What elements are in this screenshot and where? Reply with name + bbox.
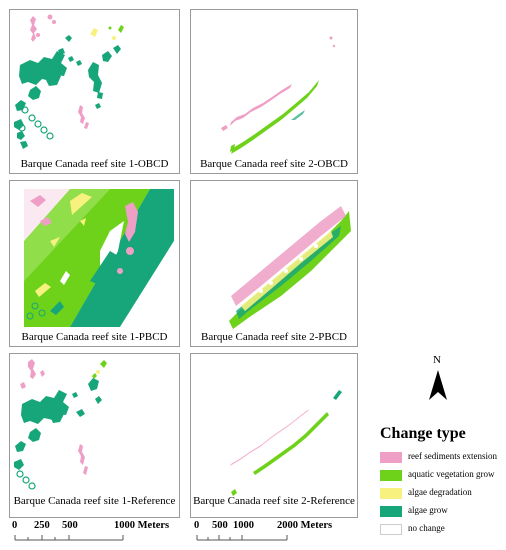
change-map-site2-reference bbox=[230, 390, 342, 496]
north-arrow-shape bbox=[429, 370, 447, 400]
legend-swatch bbox=[380, 524, 402, 535]
map-panel-site1-reference: Barque Canada reef site 1-Reference bbox=[9, 353, 180, 518]
legend-label: reef sediments extension bbox=[408, 451, 497, 461]
scale-tick-label: 250 bbox=[34, 520, 50, 531]
legend-item-aquatic-vegetation: aquatic vegetation grow bbox=[380, 469, 506, 483]
map-panel-site2-obcd: Barque Canada reef site 2-OBCD bbox=[190, 9, 358, 174]
legend-swatch bbox=[380, 488, 402, 499]
scale-tick-label: 0 bbox=[194, 520, 200, 531]
change-map-site1-pbcd bbox=[24, 189, 174, 327]
legend-swatch bbox=[380, 470, 402, 481]
scale-bar-graphic bbox=[14, 535, 124, 541]
panel-caption: Barque Canada reef site 2-Reference bbox=[193, 495, 355, 507]
legend-label: algae degradation bbox=[408, 487, 472, 497]
legend-item-no-change: no change bbox=[380, 523, 506, 537]
scale-bar-site2: 0 500 1000 2000 Meters bbox=[192, 520, 362, 548]
north-label: N bbox=[433, 354, 441, 366]
scale-end-label: 1000 Meters bbox=[114, 520, 170, 531]
scale-bar-graphic bbox=[196, 535, 288, 541]
legend-swatch bbox=[380, 452, 402, 463]
panel-caption: Barque Canada reef site 1-Reference bbox=[13, 495, 176, 507]
scale-tick-label: 500 bbox=[212, 520, 228, 531]
north-arrow-icon: N bbox=[423, 354, 453, 404]
legend-item-reef-sediments: reef sediments extension bbox=[380, 451, 506, 465]
map-panel-site1-obcd: Barque Canada reef site 1-OBCD bbox=[9, 9, 180, 174]
legend-title: Change type bbox=[380, 425, 466, 442]
legend-label: algae grow bbox=[408, 505, 448, 515]
legend-item-algae-degradation: algae degradation bbox=[380, 487, 506, 501]
scale-tick-label: 500 bbox=[62, 520, 78, 531]
legend-label: no change bbox=[408, 523, 445, 533]
change-map-site1-obcd bbox=[14, 14, 124, 149]
map-panel-site2-reference: Barque Canada reef site 2-Reference bbox=[190, 353, 358, 518]
scale-tick-label: 0 bbox=[12, 520, 18, 531]
map-panel-site1-pbcd: Barque Canada reef site 1-PBCD bbox=[9, 180, 180, 347]
change-map-site2-pbcd bbox=[229, 206, 351, 329]
legend-swatch bbox=[380, 506, 402, 517]
panel-caption: Barque Canada reef site 1-OBCD bbox=[20, 158, 169, 170]
legend-label: aquatic vegetation grow bbox=[408, 469, 495, 479]
legend-item-algae-grow: algae grow bbox=[380, 505, 506, 519]
panel-caption: Barque Canada reef site 2-OBCD bbox=[200, 158, 348, 170]
scale-tick-label: 1000 bbox=[233, 520, 254, 531]
change-map-site1-reference bbox=[14, 359, 107, 490]
map-panel-site2-pbcd: Barque Canada reef site 2-PBCD bbox=[190, 180, 358, 347]
scale-bar-site1: 0 250 500 1000 Meters bbox=[10, 520, 180, 548]
change-map-site2-obcd bbox=[221, 36, 336, 154]
panel-caption: Barque Canada reef site 2-PBCD bbox=[200, 331, 347, 343]
panel-caption: Barque Canada reef site 1-PBCD bbox=[21, 331, 168, 343]
scale-end-label: 2000 Meters bbox=[277, 520, 333, 531]
